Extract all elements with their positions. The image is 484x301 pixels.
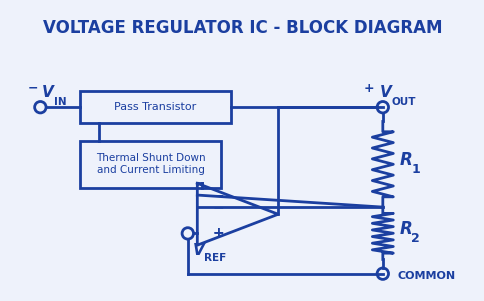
Text: +: + <box>212 226 224 240</box>
Text: −: − <box>28 82 38 95</box>
Text: REF: REF <box>204 253 226 263</box>
Text: +: + <box>212 226 224 240</box>
Bar <box>80 141 221 188</box>
Bar <box>80 91 230 123</box>
Text: V: V <box>379 85 391 101</box>
Text: VOLTAGE REGULATOR IC - BLOCK DIAGRAM: VOLTAGE REGULATOR IC - BLOCK DIAGRAM <box>43 19 441 37</box>
Text: V: V <box>42 85 54 101</box>
Text: Thermal Shunt Down
and Current Limiting: Thermal Shunt Down and Current Limiting <box>96 154 205 175</box>
Text: Pass Transistor: Pass Transistor <box>114 102 196 112</box>
Text: 2: 2 <box>410 231 419 244</box>
Text: V: V <box>192 243 204 258</box>
Text: OUT: OUT <box>391 97 415 107</box>
Text: IN: IN <box>54 97 66 107</box>
Text: R: R <box>399 219 412 237</box>
Text: COMMON: COMMON <box>396 271 454 281</box>
Text: +: + <box>363 82 373 95</box>
Text: 1: 1 <box>410 163 419 175</box>
Text: −: − <box>212 188 224 202</box>
Text: R: R <box>399 150 412 169</box>
Text: −: − <box>212 200 224 214</box>
